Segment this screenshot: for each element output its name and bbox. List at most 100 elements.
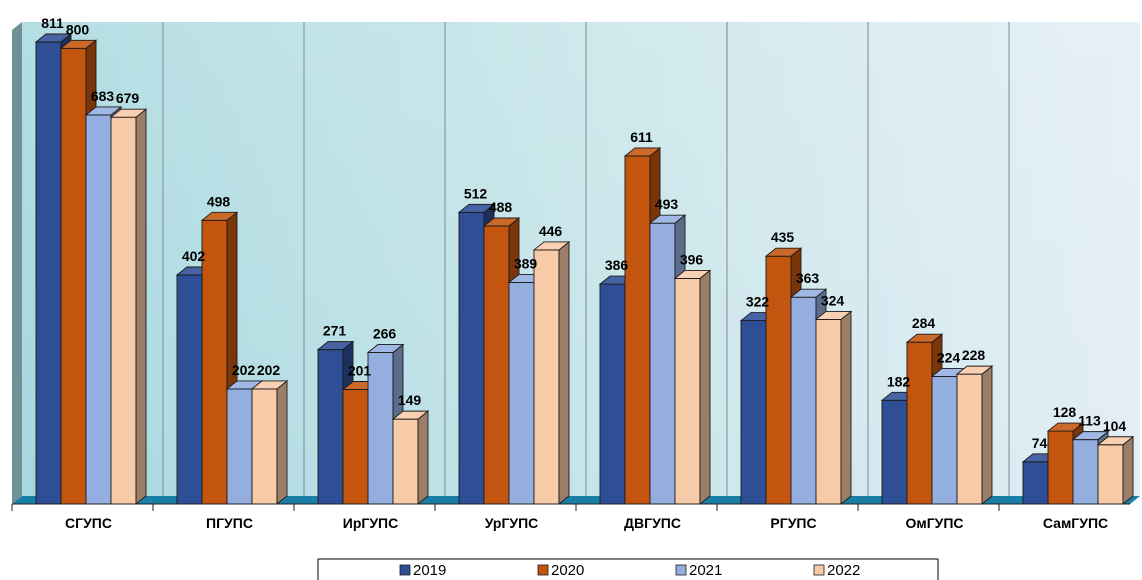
x-tick-label: ДВГУПС	[624, 515, 681, 531]
data-label: 611	[630, 129, 653, 145]
bar-top	[366, 344, 405, 353]
bar-front	[1022, 461, 1049, 505]
bar-side	[1122, 435, 1134, 505]
data-label: 202	[232, 362, 256, 378]
x-tick-label: ОмГУПС	[905, 515, 963, 531]
chart-side-wall	[12, 22, 22, 504]
data-label: 113	[1078, 413, 1101, 429]
bar-side	[981, 365, 993, 505]
bar-front	[533, 249, 560, 505]
bar-side	[699, 269, 711, 505]
bar-top	[764, 247, 803, 257]
bar-2022-СамГУПС	[1096, 435, 1135, 505]
bar-front	[458, 211, 485, 505]
bar-top	[457, 203, 496, 213]
bar-front	[931, 375, 958, 505]
bar-2022-ИрГУПС	[391, 410, 430, 505]
data-label: 811	[41, 15, 64, 31]
x-tick-label: РГУПС	[770, 515, 816, 531]
bar-top	[250, 380, 289, 390]
legend-item-2020: 2020	[537, 562, 584, 579]
bar-top	[84, 106, 123, 116]
data-label: 74	[1032, 435, 1048, 451]
bar-front	[483, 225, 510, 505]
bar-top	[1096, 436, 1135, 446]
bar-front	[815, 318, 842, 505]
bar-front	[392, 418, 419, 505]
bar-front	[1097, 444, 1124, 505]
bar-top	[59, 39, 98, 49]
bar-side	[558, 240, 570, 505]
data-label: 396	[680, 251, 704, 267]
bar-front	[35, 41, 62, 505]
data-label: 104	[1103, 418, 1127, 434]
bar-front	[317, 349, 344, 505]
data-label: 363	[796, 270, 820, 286]
bar-side	[840, 310, 852, 505]
bar-top	[482, 217, 521, 227]
bar-front	[1072, 439, 1099, 505]
data-label: 322	[746, 294, 770, 310]
bar-front	[176, 274, 203, 505]
bar-front	[1047, 430, 1074, 505]
legend-swatch	[399, 564, 411, 576]
data-label: 493	[655, 196, 679, 212]
legend-item-2022: 2022	[813, 562, 860, 579]
bar-2022-ДВГУПС	[673, 269, 712, 505]
x-tick-label: ИрГУПС	[343, 515, 398, 531]
bar-2022-СГУПС	[109, 108, 148, 505]
bar-2022-ОмГУПС	[955, 365, 994, 505]
x-tick-label: ПГУПС	[206, 515, 253, 531]
bar-top	[34, 33, 73, 43]
bar-front	[60, 47, 87, 505]
bar-front	[906, 341, 933, 505]
bar-top	[905, 333, 944, 343]
bar-front	[342, 389, 369, 505]
bar-top	[532, 241, 571, 251]
data-label: 224	[937, 349, 961, 365]
data-label: 446	[539, 223, 563, 239]
data-label: 683	[91, 88, 115, 104]
data-label: 202	[257, 362, 281, 378]
data-label: 488	[489, 199, 513, 215]
data-label: 201	[348, 362, 372, 378]
bar-front	[881, 399, 908, 505]
bar-2022-ПГУПС	[250, 379, 289, 505]
data-label: 498	[207, 193, 231, 209]
chart-floor	[12, 496, 1140, 504]
bar-front	[85, 114, 112, 505]
data-label: 389	[514, 255, 538, 271]
bar-top	[814, 310, 853, 320]
bar-side	[276, 379, 288, 505]
bar-2022-РГУПС	[814, 310, 853, 505]
legend-item-2019: 2019	[399, 562, 446, 579]
legend-swatch	[675, 564, 687, 576]
legend-item-2021: 2021	[675, 562, 722, 579]
bar-top	[1071, 431, 1110, 441]
bar-front	[201, 219, 228, 505]
bar-front	[599, 283, 626, 505]
bar-top	[955, 365, 994, 375]
data-label: 228	[962, 347, 986, 363]
bar-top	[648, 214, 687, 224]
bar-front	[508, 281, 535, 505]
bar-side	[417, 410, 429, 505]
legend-swatch	[813, 564, 825, 576]
bar-front	[251, 388, 278, 505]
data-label: 182	[887, 373, 911, 389]
legend-label: 2019	[413, 562, 446, 579]
bar-top	[109, 108, 148, 118]
bar-2022-УрГУПС	[532, 240, 571, 505]
bar-top	[789, 288, 828, 298]
bar-front	[649, 222, 676, 505]
bar-front	[110, 116, 137, 505]
data-label: 800	[66, 21, 90, 37]
bar-top	[391, 410, 430, 420]
data-label: 512	[464, 185, 488, 201]
bar-front	[624, 155, 651, 505]
bar-front	[740, 320, 767, 505]
data-label: 679	[116, 90, 140, 106]
data-label: 128	[1053, 404, 1077, 420]
bar-side	[135, 108, 147, 505]
